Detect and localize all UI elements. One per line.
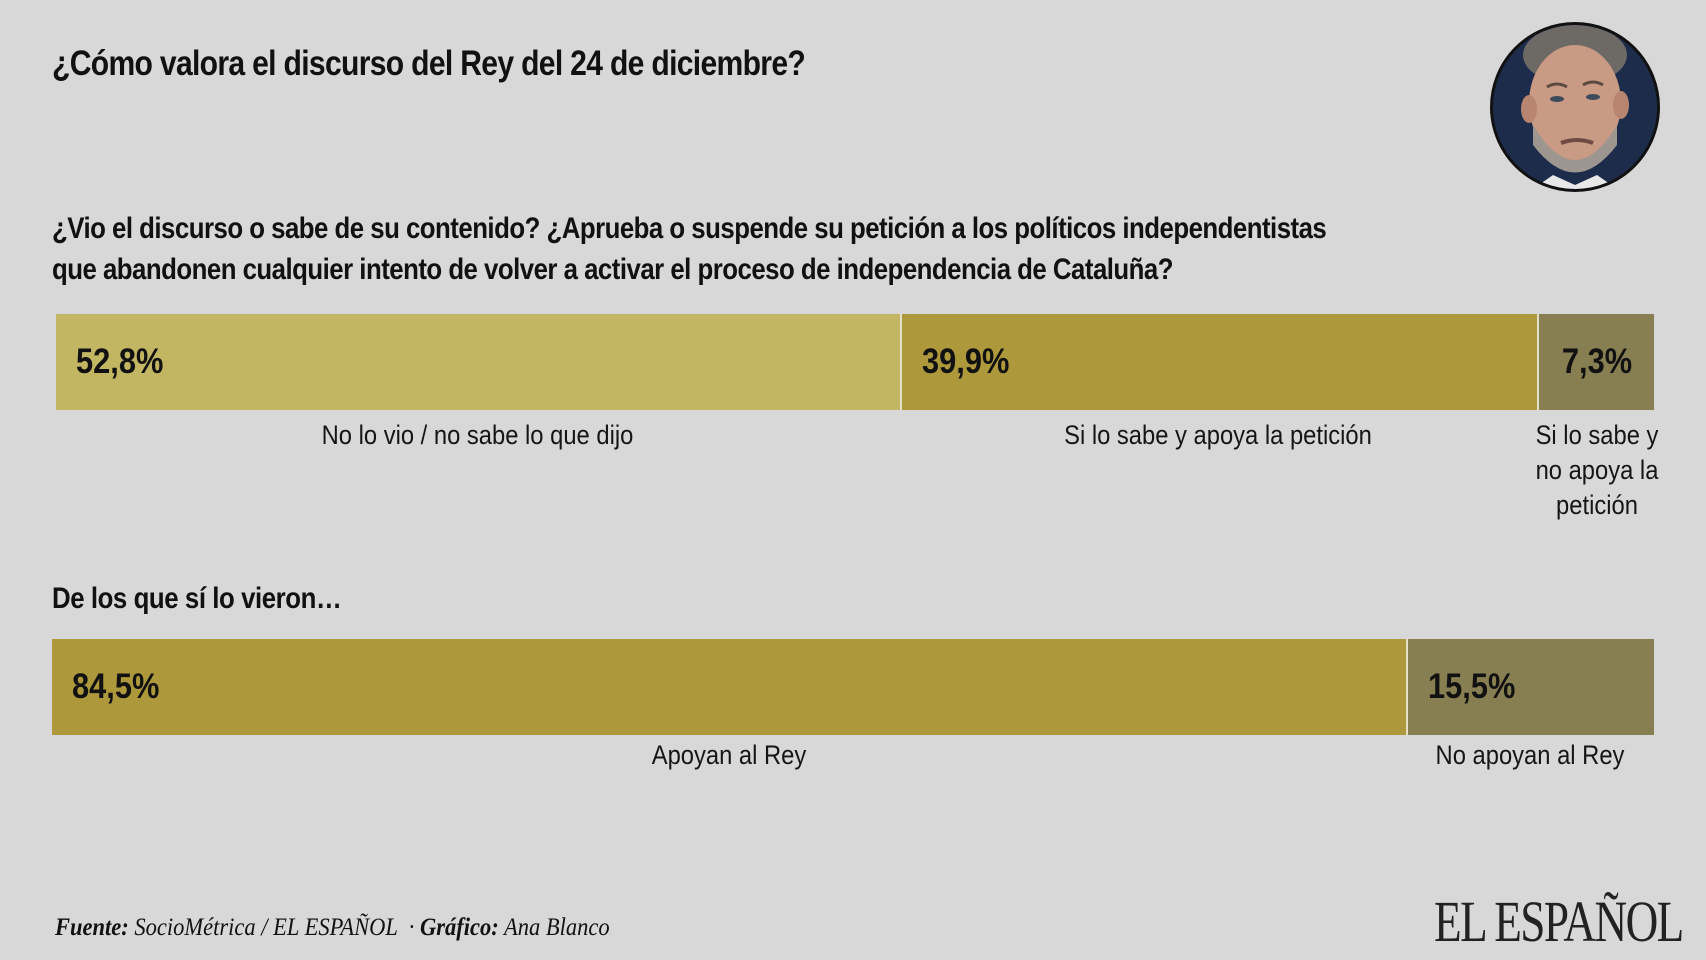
segment-value: 84,5% [72,667,160,706]
stacked-bar-support: 84,5% 15,5% [52,639,1654,735]
segment-label-supports-request: Si lo sabe y apoya la petición [1064,420,1372,450]
bar-segment-opposes-request: 7,3% [1537,314,1654,410]
question-line-2: que abandonen cualquier intento de volve… [52,253,1174,286]
label-line: Si lo sabe y [1535,420,1659,450]
source-value: SocioMétrica / EL ESPAÑOL [134,914,398,941]
label-line: no apoya la [1535,455,1659,485]
segment-label-support-king: Apoyan al Rey [651,740,807,770]
segment-label-opposes-request: Si lo sabe y no apoya la petición [1529,418,1665,523]
chart-title: ¿Cómo valora el discurso del Rey del 24 … [52,44,806,83]
section-subtitle: De los que sí lo vieron… [52,582,342,615]
segment-value: 15,5% [1427,667,1516,706]
question-line-1: ¿Vio el discurso o sabe de su contenido?… [52,212,1327,245]
source-label: Fuente: [55,914,129,941]
bar-segment-support-king: 84,5% [52,639,1406,735]
graphic-author: Ana Blanco [503,914,610,941]
bar-segment-no-support-king: 15,5% [1405,639,1654,735]
segment-label-no-support-king: No apoyan al Rey [1435,740,1625,770]
bar-segment-supports-request: 39,9% [899,314,1538,410]
el-espanol-logo: EL ESPAÑOL [1434,889,1684,954]
king-portrait-icon [1490,22,1660,192]
segment-value: 52,8% [76,342,164,381]
bar-segment-not-seen: 52,8% [56,314,900,410]
survey-question: ¿Vio el discurso o sabe de su contenido?… [52,208,1327,290]
segment-label-not-seen: No lo vio / no sabe lo que dijo [321,420,634,450]
credits-footer: Fuente: SocioMétrica / EL ESPAÑOL · Gráf… [55,914,610,942]
separator: · [408,914,415,941]
segment-value: 7,3% [1561,342,1632,381]
portrait-illustration [1493,25,1657,189]
label-line: petición [1556,490,1638,520]
segment-value: 39,9% [921,342,1010,381]
stacked-bar-awareness: 52,8% 39,9% 7,3% [56,314,1654,410]
graphic-label: Gráfico: [420,914,499,941]
